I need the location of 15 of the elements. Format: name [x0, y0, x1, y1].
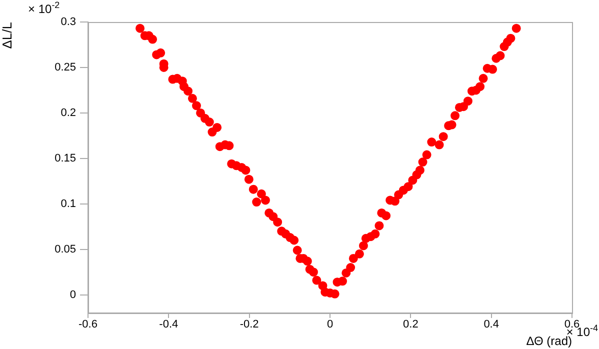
x-tick-label: -0.2 [240, 318, 259, 331]
y-tick-label: 0.2 [60, 106, 76, 119]
x-tick-label: -0.6 [78, 318, 98, 331]
y-tick-label: 0.05 [54, 243, 76, 256]
x-tick-label: 0.4 [484, 318, 499, 331]
x-tick-label: -0.4 [159, 318, 178, 331]
y-axis-title: ΔL/L [0, 22, 14, 49]
y-tick-label: 0.25 [54, 62, 76, 74]
y-tick-label: 0 [70, 288, 76, 301]
x-axis-title: ΔΘ (rad) [526, 334, 572, 348]
x-tick-label: 0.2 [403, 318, 418, 331]
x-tick-label: 0 [326, 318, 334, 331]
y-tick-label: 0.3 [60, 16, 76, 28]
y-tick-label: 0.15 [54, 152, 76, 164]
y-tick-label: 0.1 [60, 198, 76, 210]
